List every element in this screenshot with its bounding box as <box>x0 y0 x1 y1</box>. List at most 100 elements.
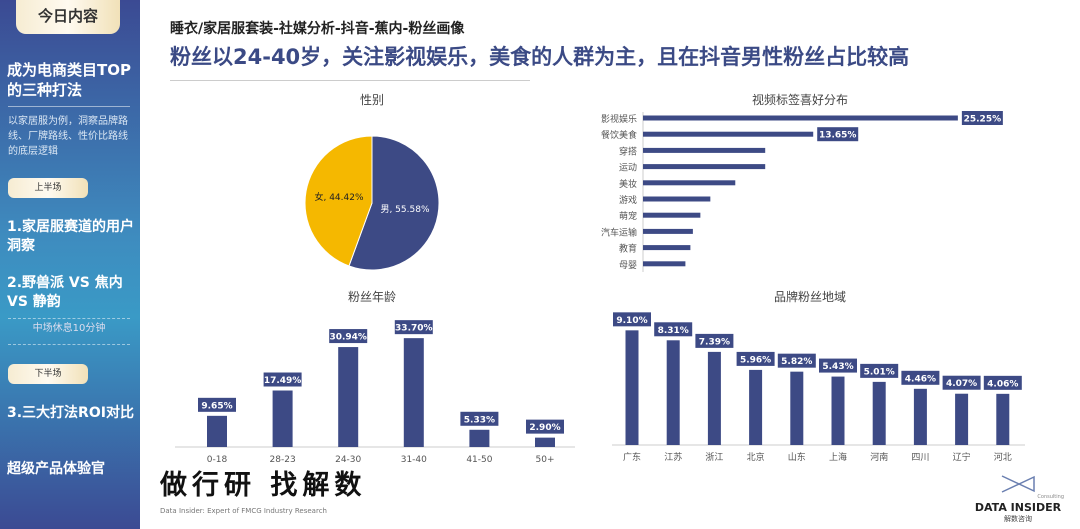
age-chart-title: 粉丝年龄 <box>348 290 396 304</box>
data-label: 13.65% <box>819 131 857 141</box>
category-label: 辽宁 <box>953 451 971 463</box>
bar <box>338 347 359 447</box>
bar <box>955 393 969 445</box>
pie-slice-女 <box>304 135 373 267</box>
category-label: 美妆 <box>619 178 637 190</box>
bar <box>403 338 424 447</box>
data-label-box <box>526 419 564 434</box>
gender-chart-title: 性别 <box>360 93 384 107</box>
bar <box>643 180 736 186</box>
data-label-box <box>777 353 816 368</box>
divider <box>8 318 130 319</box>
bar <box>749 369 763 445</box>
data-label: 5.33% <box>464 415 495 425</box>
category-label: 北京 <box>747 451 765 463</box>
bar <box>666 340 680 445</box>
data-label-box <box>329 329 368 344</box>
agenda-item-4[interactable]: 超级产品体验官 <box>7 461 105 477</box>
data-label: 4.07% <box>946 379 977 389</box>
category-label: 31-40 <box>401 455 427 465</box>
category-label: 萌宠 <box>619 210 637 222</box>
bar <box>831 376 845 445</box>
data-label: 5.82% <box>781 357 812 367</box>
category-label: 游戏 <box>619 194 637 206</box>
data-label-box <box>263 372 302 387</box>
agenda-item-2[interactable]: 2.野兽派 VS 焦内 VS 静韵 <box>7 275 123 310</box>
data-label: 7.39% <box>699 337 730 347</box>
category-label: 运动 <box>619 163 637 174</box>
divider <box>8 344 130 345</box>
category-label: 江苏 <box>664 451 682 463</box>
data-label: 5.96% <box>740 355 771 365</box>
data-label: 5.43% <box>822 362 853 372</box>
bar <box>643 196 711 202</box>
bar <box>535 437 555 447</box>
data-label: 2.90% <box>529 423 560 433</box>
agenda-item-1[interactable]: 1.家居服赛道的用户洞察 <box>7 219 135 254</box>
category-label: 28-23 <box>270 455 296 465</box>
data-insider-logo: Consulting DATA INSIDER 解数咨询 <box>968 474 1068 526</box>
bar <box>872 381 886 445</box>
agenda-item-3[interactable]: 3.三大打法ROI对比 <box>7 405 134 421</box>
data-label: 25.25% <box>964 115 1002 125</box>
bar <box>707 351 721 445</box>
category-label: 母婴 <box>619 260 637 271</box>
data-label: 30.94% <box>329 333 367 343</box>
divider <box>170 80 530 81</box>
first-half-badge: 上半场 <box>8 178 88 198</box>
bar <box>643 212 701 218</box>
category-label: 浙江 <box>705 451 723 463</box>
data-label: 9.65% <box>201 401 232 411</box>
bar <box>790 371 804 445</box>
data-label-box <box>613 312 651 327</box>
data-label-box <box>198 397 236 412</box>
sidebar: 今日内容 成为电商类目TOP的三种打法 以家居服为例，洞察品牌路线、厂牌路线、性… <box>0 0 140 529</box>
data-label-box <box>394 320 433 335</box>
divider <box>8 106 130 107</box>
region-chart-title: 品牌粉丝地域 <box>774 290 846 304</box>
data-label: 9.10% <box>616 316 647 326</box>
tags-chart-title: 视频标签喜好分布 <box>752 92 848 107</box>
bar <box>469 429 490 447</box>
category-label: 0-18 <box>207 455 228 465</box>
bar <box>643 228 693 234</box>
pie-slice-男 <box>348 135 440 271</box>
bar <box>643 261 686 267</box>
data-label: 8.31% <box>658 326 689 336</box>
category-label: 影视娱乐 <box>601 113 637 125</box>
data-label-box <box>460 411 499 426</box>
brand-slogan: 做行研 找解数 <box>160 470 367 501</box>
data-label-box <box>654 322 693 337</box>
bar <box>643 164 766 170</box>
bar <box>643 131 814 137</box>
logo-cn: 解数咨询 <box>1004 515 1032 523</box>
bar <box>643 147 766 153</box>
data-label-box <box>736 351 775 366</box>
pie-label: 男, 55.58% <box>380 204 429 215</box>
category-label: 41-50 <box>466 455 492 465</box>
category-label: 餐饮美食 <box>601 129 637 141</box>
bar <box>996 393 1010 445</box>
today-header: 今日内容 <box>16 0 120 34</box>
data-label-box <box>901 370 940 385</box>
bar <box>625 330 639 445</box>
page-headline: 粉丝以24-40岁，关注影视娱乐，美食的人群为主，且在抖音男性粉丝占比较高 <box>170 45 910 69</box>
gender-pie: 男, 55.58% 女, 44.42% <box>304 135 440 271</box>
data-label-box <box>983 375 1022 390</box>
category-label: 穿搭 <box>619 145 637 157</box>
category-label: 上海 <box>829 451 847 463</box>
breadcrumb: 睡衣/家居服套装-社媒分析-抖音-蕉内-粉丝画像 <box>170 21 465 37</box>
logo-mark-icon <box>1001 475 1035 493</box>
category-label: 汽车运输 <box>601 226 637 238</box>
bar <box>207 415 227 447</box>
category-label: 四川 <box>911 453 929 463</box>
logo-name: DATA INSIDER <box>974 501 1062 514</box>
data-label: 5.01% <box>864 367 895 377</box>
break-note: 中场休息10分钟 <box>32 323 106 334</box>
category-label: 50+ <box>536 455 555 465</box>
category-label: 教育 <box>619 243 637 255</box>
category-label: 山东 <box>788 451 806 463</box>
brand-slogan-sub: Data Insider: Expert of FMCG Industry Re… <box>160 507 327 515</box>
pie-label: 女, 44.42% <box>314 191 363 203</box>
